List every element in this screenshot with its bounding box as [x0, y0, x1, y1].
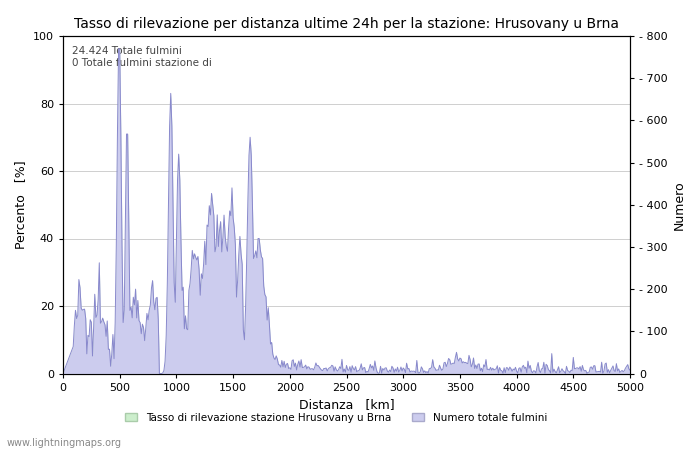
Text: 24.424 Totale fulmini
0 Totale fulmini stazione di: 24.424 Totale fulmini 0 Totale fulmini s… — [71, 46, 211, 68]
X-axis label: Distanza   [km]: Distanza [km] — [299, 398, 394, 411]
Y-axis label: Percento   [%]: Percento [%] — [15, 161, 27, 249]
Legend: Tasso di rilevazione stazione Hrusovany u Brna, Numero totale fulmini: Tasso di rilevazione stazione Hrusovany … — [121, 409, 551, 427]
Title: Tasso di rilevazione per distanza ultime 24h per la stazione: Hrusovany u Brna: Tasso di rilevazione per distanza ultime… — [74, 17, 619, 31]
Text: www.lightningmaps.org: www.lightningmaps.org — [7, 438, 122, 448]
Y-axis label: Numero: Numero — [673, 180, 686, 230]
